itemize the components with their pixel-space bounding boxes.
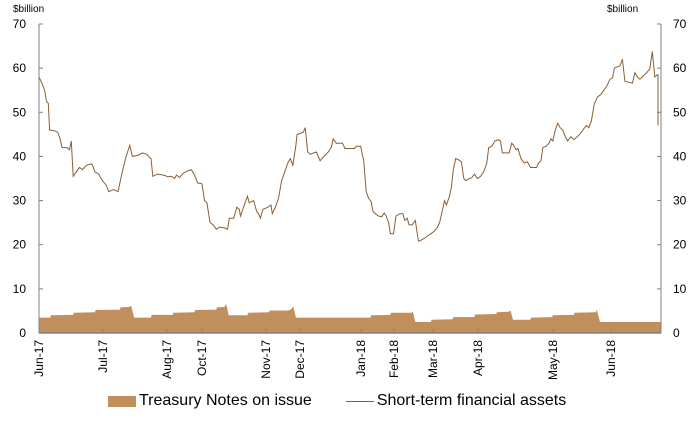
x-tick-label: Mar-18 [426,340,440,378]
y-tick-label-left: 70 [13,17,27,31]
x-tick-label: Aug-17 [160,340,174,379]
x-tick-label: Jul-17 [96,340,110,373]
y-tick-label-right: 50 [673,105,687,119]
left-unit-label: $billion [13,4,44,15]
x-tick-label: Dec-17 [293,340,307,379]
legend-item-treasury-notes: Treasury Notes on issue [108,392,312,410]
legend: Treasury Notes on issue Short-term finan… [108,392,600,410]
y-tick-label-left: 10 [13,282,27,296]
legend-label: Short-term financial assets [376,392,567,409]
x-tick-label: Apr-18 [471,340,485,376]
y-tick-label-right: 0 [673,326,680,340]
y-tick-label-left: 40 [13,149,27,163]
y-tick-label-left: 30 [13,194,27,208]
x-tick-label: Oct-17 [195,340,209,376]
y-tick-label-left: 50 [13,105,27,119]
y-tick-label-right: 60 [673,61,687,75]
x-tick-label: Jan-18 [354,340,368,377]
legend-label: Treasury Notes on issue [139,392,312,409]
y-tick-label-left: 0 [19,326,26,340]
y-tick-label-right: 10 [673,282,687,296]
area-swatch-icon [108,395,136,407]
x-tick-label: Jun-18 [604,340,618,377]
x-tick-label: Feb-18 [387,340,401,378]
y-tick-label-left: 20 [13,238,27,252]
x-tick-label: Nov-17 [259,340,273,379]
right-unit-label: $billion [607,4,638,15]
y-tick-label-right: 20 [673,238,687,252]
y-tick-label-right: 40 [673,149,687,163]
axes: 0 0 10 10 20 20 30 30 40 40 50 50 60 60 70 70 Jun-17 Jul-… [13,17,687,380]
line-swatch-icon [345,400,374,402]
treasury-notes-area [39,303,661,333]
y-tick-label-right: 70 [673,17,687,31]
legend-item-short-term-assets: Short-term financial assets [345,392,567,410]
short-term-assets-line [38,51,659,242]
x-tick-label: May-18 [546,340,560,380]
plot-area [38,51,661,333]
y-tick-label-right: 30 [673,194,687,208]
y-tick-label-left: 60 [13,61,27,75]
x-tick-label: Jun-17 [32,340,46,377]
